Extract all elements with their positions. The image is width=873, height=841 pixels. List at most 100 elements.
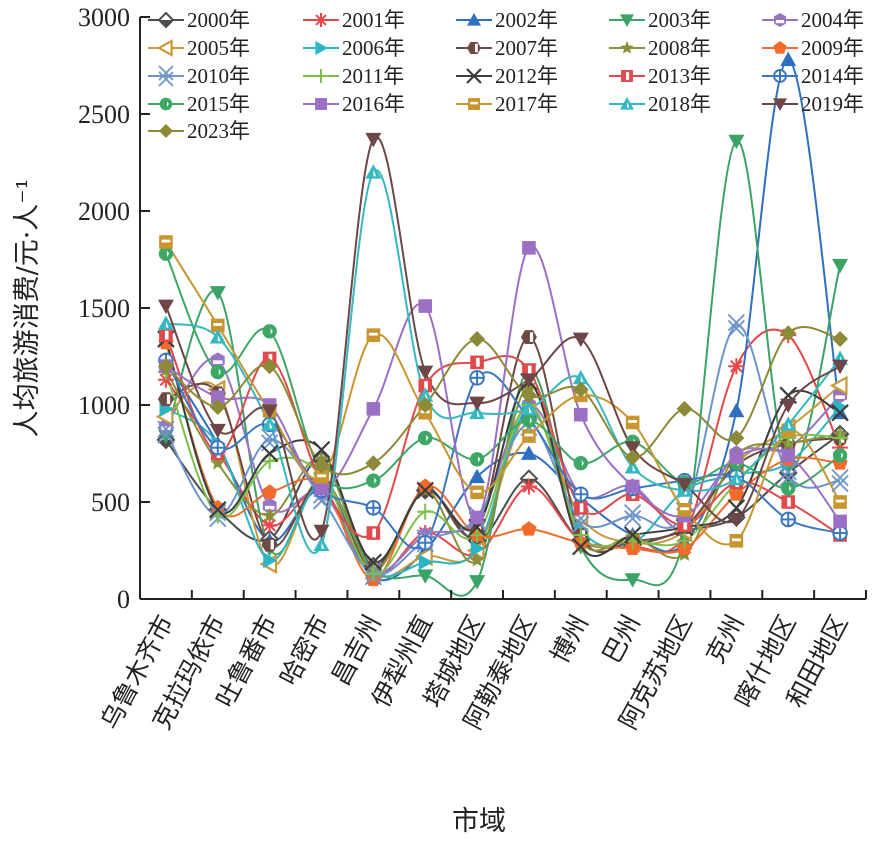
data-point: [831, 469, 849, 493]
data-point: [209, 439, 226, 456]
data-point: [727, 313, 745, 338]
legend-marker: [620, 41, 634, 54]
data-point: [676, 478, 693, 493]
data-point: [469, 526, 486, 543]
data-point: [366, 526, 381, 540]
data-point: [364, 553, 383, 571]
data-point: [676, 400, 693, 417]
series-line-2009年: [164, 342, 841, 581]
legend-item: 2017年: [456, 92, 558, 116]
legend-label: 2018年: [648, 92, 711, 116]
y-tick-label: 2500: [78, 100, 130, 129]
data-point: [159, 328, 173, 342]
data-point: [470, 540, 486, 557]
y-axis-title: 人均旅游消费/元·人⁻¹: [12, 179, 43, 438]
legend-marker: [314, 13, 328, 27]
legend-marker: [773, 41, 787, 54]
data-point: [365, 132, 382, 148]
legend-item: 2019年: [762, 92, 864, 116]
data-point: [366, 402, 381, 416]
data-point: [157, 420, 175, 444]
data-point: [624, 573, 641, 588]
data-point: [366, 473, 381, 488]
legend: 2000年 2001年 2002年 2003年 2004年 2005年 2006年 2007年…: [148, 8, 864, 143]
data-point: [521, 521, 537, 536]
data-point: [262, 324, 277, 339]
series-line-2019年: [165, 135, 841, 541]
legend-item: 2008年: [609, 36, 711, 60]
legend-item: 2003年: [609, 8, 711, 32]
y-tick-label: 2000: [78, 197, 130, 226]
data-point: [728, 402, 745, 418]
data-point: [469, 552, 485, 567]
legend-item: 2009年: [762, 36, 864, 60]
data-point: [729, 534, 744, 548]
legend-item: 2018年: [609, 92, 711, 116]
data-point: [313, 457, 330, 474]
legend-marker: [620, 97, 634, 110]
data-point: [469, 404, 486, 420]
legend-marker: [315, 98, 327, 110]
data-point: [781, 481, 796, 496]
data-point: [728, 134, 745, 150]
legend-marker: [158, 65, 174, 87]
data-point: [418, 430, 433, 446]
legend-item: 2012年: [456, 64, 558, 88]
legend-marker: [773, 69, 787, 83]
data-point: [781, 448, 796, 463]
data-point: [469, 468, 486, 484]
legend-item: 2000年: [148, 8, 250, 32]
data-point: [624, 459, 641, 474]
data-point: [261, 517, 278, 534]
x-tick-label: 克州: [701, 610, 750, 668]
legend-item: 2015年: [148, 92, 250, 116]
legend-marker: [620, 14, 634, 27]
data-point: [780, 511, 797, 528]
data-point: [157, 392, 174, 407]
data-point: [210, 352, 225, 369]
data-point: [832, 525, 848, 541]
legend-marker: [159, 97, 173, 111]
data-point: [469, 396, 486, 412]
data-point: [728, 358, 745, 375]
data-point: [623, 526, 642, 544]
data-point: [209, 329, 226, 344]
legend-label: 2012年: [495, 64, 558, 88]
data-point: [470, 355, 484, 370]
data-point: [418, 378, 433, 393]
legend-item: 2005年: [148, 36, 250, 60]
data-point: [260, 444, 279, 463]
data-point: [209, 500, 227, 519]
legend-item: 2013年: [609, 64, 711, 88]
legend-label: 2017年: [495, 92, 558, 116]
legend-item: 2010年: [148, 64, 250, 88]
legend-label: 2014年: [801, 64, 864, 88]
legend-label: 2009年: [801, 36, 864, 60]
data-point: [625, 415, 640, 430]
data-point: [209, 423, 226, 439]
data-point: [470, 510, 484, 525]
data-point: [158, 246, 174, 261]
data-point: [677, 502, 692, 517]
data-point: [729, 450, 744, 465]
data-point: [779, 463, 797, 487]
data-point: [261, 358, 278, 375]
data-point: [314, 481, 329, 496]
data-point: [728, 470, 745, 486]
legend-label: 2010年: [187, 64, 250, 88]
data-point: [209, 286, 226, 301]
legend-item: 2023年: [148, 119, 250, 143]
data-point: [365, 164, 382, 179]
data-point: [365, 500, 382, 516]
data-point: [210, 318, 225, 333]
data-point: [418, 299, 433, 313]
data-point: [469, 452, 485, 467]
data-point: [417, 387, 434, 402]
data-point: [728, 429, 745, 446]
legend-label: 2013年: [648, 64, 711, 88]
data-point: [624, 449, 641, 466]
data-point: [262, 507, 278, 523]
data-point: [832, 359, 849, 375]
data-point: [624, 503, 642, 528]
